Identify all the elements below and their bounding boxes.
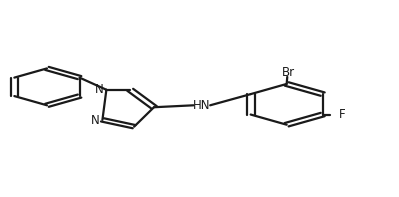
Text: Br: Br — [282, 66, 295, 79]
Text: F: F — [338, 108, 345, 121]
Text: HN: HN — [193, 99, 210, 112]
Text: N: N — [91, 114, 100, 127]
Text: N: N — [95, 83, 104, 96]
